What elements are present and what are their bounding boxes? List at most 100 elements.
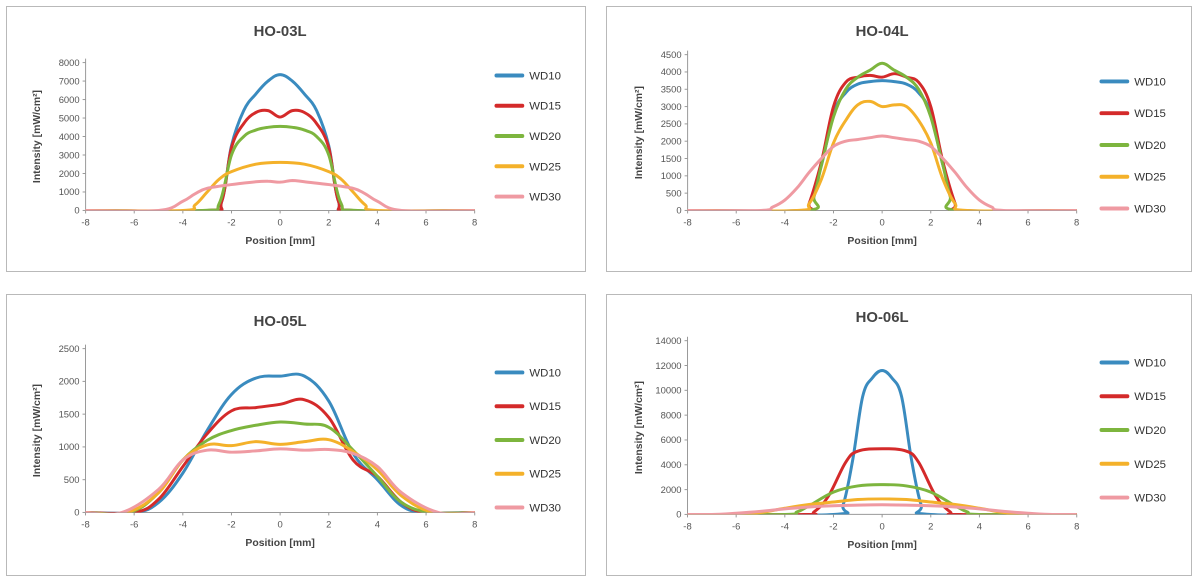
y-axis-label: Intensity [mW/cm²]: [634, 381, 645, 474]
y-tick-label: 6000: [59, 94, 80, 105]
x-tick-label: 2: [928, 520, 933, 531]
y-tick-label: 2000: [661, 135, 682, 146]
legend-label-wd25: WD25: [1134, 172, 1166, 184]
x-tick-label: 8: [1074, 520, 1079, 531]
plot-area: [687, 61, 1077, 211]
x-tick-label: -8: [683, 216, 691, 227]
y-tick-label: 2500: [59, 343, 80, 354]
chart-title: HO-06L: [856, 310, 909, 326]
x-tick-label: 0: [879, 520, 884, 531]
series-line-wd15: [85, 397, 475, 513]
legend-label-wd15: WD15: [529, 101, 561, 113]
legend-label-wd25: WD25: [1134, 459, 1166, 471]
y-tick-label: 14000: [655, 335, 681, 346]
y-tick-label: 10000: [655, 385, 681, 396]
x-axis-label: Position [mm]: [245, 236, 314, 247]
y-axis-label: Intensity [mW/cm²]: [634, 86, 645, 179]
x-tick-label: 8: [472, 216, 477, 227]
x-tick-label: 6: [1025, 216, 1030, 227]
x-tick-label: 6: [423, 518, 428, 529]
y-tick-label: 2500: [661, 118, 682, 129]
y-tick-label: 2000: [661, 484, 682, 495]
x-tick-label: -2: [227, 216, 235, 227]
y-tick-label: 1000: [59, 186, 80, 197]
plot-area: [687, 368, 1077, 515]
y-tick-label: 0: [74, 507, 79, 518]
legend-label-wd15: WD15: [1134, 391, 1166, 403]
chart-title: HO-05L: [254, 314, 307, 330]
x-tick-label: -8: [81, 518, 89, 529]
x-axis-label: Position [mm]: [847, 236, 916, 247]
x-tick-label: 8: [472, 518, 477, 529]
y-tick-label: 1500: [59, 408, 80, 419]
y-tick-label: 8000: [661, 409, 682, 420]
plot-area: [85, 372, 475, 513]
y-tick-label: 3000: [661, 101, 682, 112]
x-tick-label: 6: [1025, 520, 1030, 531]
y-tick-label: 4500: [661, 49, 682, 60]
legend-label-wd20: WD20: [529, 435, 561, 447]
series-line-wd10: [687, 368, 1077, 515]
x-tick-label: -4: [179, 518, 187, 529]
series-line-wd25: [85, 160, 475, 211]
legend-label-wd25: WD25: [529, 469, 561, 481]
series-line-wd10: [85, 73, 475, 211]
y-tick-label: 4000: [661, 459, 682, 470]
x-tick-label: 2: [326, 518, 331, 529]
y-tick-label: 1500: [661, 153, 682, 164]
series-line-wd30: [687, 503, 1077, 515]
y-tick-label: 7000: [59, 75, 80, 86]
legend-label-wd10: WD10: [529, 70, 561, 82]
plot-area: [85, 73, 475, 211]
series-line-wd25: [85, 437, 475, 513]
chart-panel-ho-03l: HO-03L 0 1000 2000 3000 4000 5000 6000 7000 8000 -…: [6, 6, 586, 272]
series-line-wd25: [687, 99, 1077, 211]
legend-label-wd20: WD20: [1134, 425, 1166, 437]
x-tick-label: 2: [326, 216, 331, 227]
series-line-wd20: [687, 483, 1077, 515]
y-tick-label: 500: [64, 474, 80, 485]
x-tick-label: -6: [130, 518, 138, 529]
x-tick-label: -4: [179, 216, 187, 227]
x-tick-label: -4: [781, 216, 789, 227]
chart-ho-06l: HO-06L 0 2000 4000 6000 8000 10000 12000 14000 -8…: [634, 310, 1166, 551]
chart-title: HO-04L: [856, 24, 909, 40]
series-line-wd30: [85, 178, 475, 211]
x-tick-label: 6: [423, 216, 428, 227]
chart-panel-ho-05l: HO-05L 0 500 1000 1500 2000 2500 -8 -6 -4 -2 0 2 4 6 8 P…: [6, 294, 586, 576]
chart-panel-ho-04l: HO-04L 0 500 1000 1500 2000 2500 3000 3500 4000 45…: [606, 6, 1192, 272]
x-tick-label: 0: [880, 216, 885, 227]
chart-panel-ho-06l: HO-06L 0 2000 4000 6000 8000 10000 12000 14000 -8…: [606, 294, 1192, 576]
legend-label-wd15: WD15: [529, 401, 561, 413]
x-tick-label: -8: [81, 216, 89, 227]
x-tick-label: -6: [732, 216, 740, 227]
x-tick-label: -2: [829, 520, 837, 531]
y-tick-label: 500: [666, 187, 682, 198]
x-axis-label: Position [mm]: [245, 538, 314, 549]
legend-label-wd20: WD20: [1134, 140, 1166, 152]
y-tick-label: 6000: [661, 434, 682, 445]
y-tick-label: 2000: [59, 376, 80, 387]
series-line-wd15: [687, 72, 1077, 211]
y-tick-label: 4000: [59, 131, 80, 142]
series-line-wd10: [85, 372, 475, 513]
legend-label-wd25: WD25: [529, 161, 561, 173]
legend-label-wd30: WD30: [1134, 203, 1166, 215]
y-axis-label: Intensity [mW/cm²]: [32, 384, 43, 477]
y-tick-label: 3500: [661, 84, 682, 95]
y-tick-label: 3000: [59, 149, 80, 160]
y-tick-label: 5000: [59, 112, 80, 123]
y-tick-label: 0: [74, 205, 79, 216]
chart-title: HO-03L: [254, 24, 307, 40]
series-line-wd30: [687, 134, 1077, 211]
y-tick-label: 0: [676, 205, 681, 216]
y-tick-label: 8000: [59, 57, 80, 68]
x-tick-label: 4: [375, 216, 380, 227]
chart-ho-04l: HO-04L 0 500 1000 1500 2000 2500 3000 3500 4000 45…: [634, 24, 1166, 247]
x-tick-label: 0: [277, 518, 282, 529]
x-tick-label: -8: [683, 520, 691, 531]
x-tick-label: 4: [375, 518, 380, 529]
series-line-wd10: [687, 79, 1077, 211]
legend-label-wd10: WD10: [1134, 76, 1166, 88]
series-line-wd15: [687, 447, 1077, 515]
